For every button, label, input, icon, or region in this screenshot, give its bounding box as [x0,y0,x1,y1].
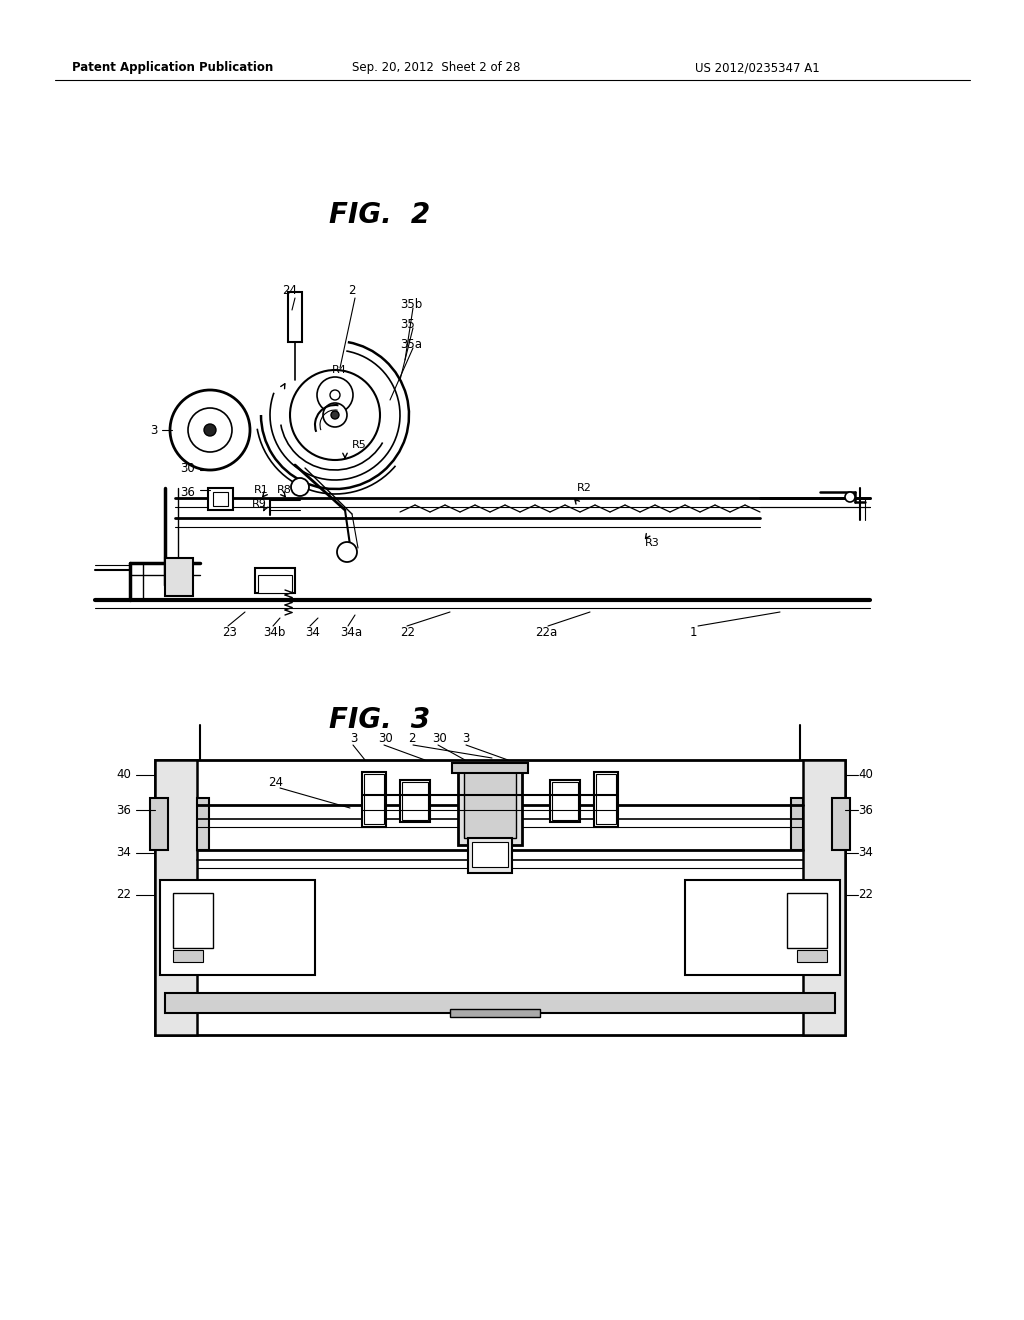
Bar [685,880,840,975]
Text: FIG.  3: FIG. 3 [330,706,430,734]
Text: US 2012/0235347 A1: US 2012/0235347 A1 [695,62,820,74]
Text: 34: 34 [858,846,872,859]
Bar [552,781,578,820]
Text: 2: 2 [348,284,355,297]
Bar [791,799,803,850]
Bar [594,772,618,828]
Text: 35a: 35a [400,338,422,351]
Text: Sep. 20, 2012  Sheet 2 of 28: Sep. 20, 2012 Sheet 2 of 28 [352,62,520,74]
Bar [173,894,213,948]
Bar [803,760,845,1035]
Text: 1: 1 [690,626,697,639]
Circle shape [331,411,339,418]
Circle shape [204,424,216,436]
Text: 24: 24 [268,776,283,788]
Text: R9: R9 [252,499,267,510]
Circle shape [170,389,250,470]
Text: 34b: 34b [263,626,286,639]
Bar [213,492,228,506]
Text: 35b: 35b [400,298,422,312]
Bar [400,780,430,822]
Text: 30: 30 [180,462,195,474]
Text: R2: R2 [577,483,592,492]
Text: 22: 22 [858,888,873,902]
Bar [288,292,302,342]
Bar [160,880,315,975]
Bar [165,558,193,597]
Circle shape [317,378,353,413]
Text: 2: 2 [408,731,416,744]
Text: 36: 36 [180,486,195,499]
Circle shape [291,478,309,496]
Text: 22: 22 [400,626,415,639]
Text: Patent Application Publication: Patent Application Publication [72,62,273,74]
Text: 3: 3 [350,731,357,744]
Bar [450,1008,540,1016]
Bar [596,774,616,824]
Circle shape [188,408,232,451]
Bar [787,894,827,948]
Text: 36: 36 [116,804,131,817]
Text: 22a: 22a [535,626,557,639]
Text: 34: 34 [116,846,131,859]
Text: 36: 36 [858,804,872,817]
Bar [165,993,835,1012]
Bar [155,760,197,1035]
Bar [362,772,386,828]
Text: R4: R4 [332,366,347,375]
Text: 23: 23 [222,626,237,639]
Bar [458,766,522,845]
Text: 35: 35 [400,318,415,331]
Bar [364,774,384,824]
Bar [258,576,292,593]
Bar [472,842,508,867]
Circle shape [337,543,357,562]
Bar [208,488,233,510]
Bar [550,780,580,822]
Bar [155,760,845,1035]
Text: R3: R3 [645,539,659,548]
Text: 24: 24 [282,284,297,297]
Circle shape [323,403,347,426]
Bar [831,799,850,850]
Circle shape [330,389,340,400]
Text: 34: 34 [305,626,319,639]
Text: 30: 30 [378,731,393,744]
Text: FIG.  2: FIG. 2 [330,201,430,228]
Text: R8: R8 [278,484,292,495]
Bar [150,799,168,850]
Bar [464,770,516,838]
Text: 3: 3 [151,424,158,437]
Text: R1: R1 [254,484,268,495]
Bar [255,568,295,593]
Bar [468,838,512,873]
Text: 30: 30 [432,731,446,744]
Text: R5: R5 [352,440,367,450]
Text: 40: 40 [858,768,872,781]
Bar [797,950,827,962]
Text: 22: 22 [116,888,131,902]
Text: 40: 40 [116,768,131,781]
Text: 34a: 34a [340,626,362,639]
Bar [402,781,428,820]
Circle shape [845,492,855,502]
Bar [197,799,209,850]
Text: 3: 3 [462,731,469,744]
Bar [173,950,203,962]
Bar [452,763,528,774]
